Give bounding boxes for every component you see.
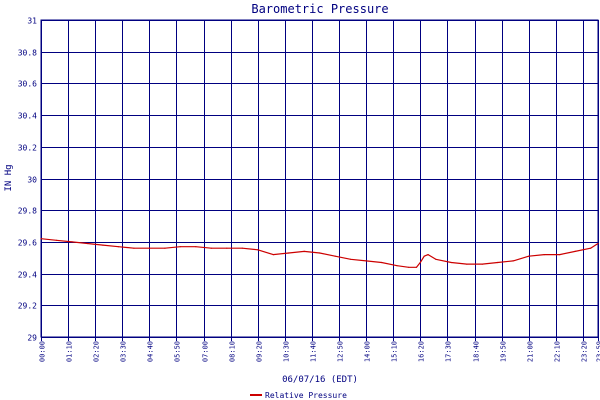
- x-tick-label: 11:40: [310, 341, 318, 362]
- data-point: [559, 254, 561, 256]
- data-point: [574, 250, 576, 252]
- x-axis-label: 06/07/16 (EDT): [282, 375, 358, 385]
- y-tick-label: 31: [27, 17, 37, 26]
- y-tick-label: 30: [27, 176, 37, 185]
- data-point: [415, 266, 418, 268]
- data-point: [319, 252, 321, 254]
- data-point: [597, 242, 599, 245]
- x-tick-label: 00:00: [39, 341, 47, 362]
- y-tick-labels: 29 29.2 29.4 29.6 29.8 30 30.2 30.4 30.6 30.8 31: [18, 17, 37, 343]
- data-point: [350, 258, 352, 260]
- chart-title: Barometric Pressure: [251, 2, 388, 16]
- data-point: [195, 246, 197, 248]
- data-point: [512, 260, 514, 262]
- x-tick-label: 15:10: [391, 341, 399, 362]
- x-tick-label: 17:30: [445, 341, 453, 362]
- plot-frame: [40, 19, 599, 338]
- data-point: [117, 246, 119, 248]
- data-point: [408, 266, 410, 268]
- y-tick-label: 29.2: [18, 302, 37, 311]
- x-tick-label: 02:20: [93, 341, 101, 362]
- data-point: [40, 238, 42, 240]
- data-point: [241, 247, 243, 249]
- data-point: [288, 252, 290, 254]
- data-point: [148, 247, 150, 249]
- data-point: [481, 263, 483, 265]
- y-tick-label: 29: [27, 334, 37, 343]
- data-point: [133, 247, 135, 249]
- y-tick-label: 30.8: [18, 49, 37, 58]
- y-tick-label: 30.6: [18, 80, 37, 89]
- data-point: [466, 263, 468, 265]
- data-point: [365, 260, 367, 262]
- data-point: [102, 244, 104, 246]
- series-layer: [40, 238, 599, 268]
- y-tick-label: 29.4: [18, 271, 37, 280]
- x-tick-label: 23:59: [596, 341, 600, 362]
- x-tick-label: 23:20: [581, 341, 589, 362]
- data-point: [427, 254, 429, 256]
- data-point: [210, 247, 212, 249]
- data-point: [257, 249, 259, 251]
- data-point: [497, 261, 499, 264]
- data-point: [86, 242, 88, 245]
- x-tick-label: 05:50: [174, 341, 182, 362]
- data-point: [450, 261, 452, 264]
- x-tick-label: 03:30: [120, 341, 128, 362]
- legend-label: Relative Pressure: [265, 391, 347, 400]
- x-tick-label: 10:30: [283, 341, 291, 362]
- data-point: [528, 255, 530, 257]
- x-tick-label: 18:40: [473, 341, 481, 362]
- data-point: [272, 254, 274, 256]
- x-tick-label: 12:50: [337, 341, 345, 362]
- data-point: [303, 250, 305, 252]
- data-point: [381, 261, 383, 264]
- data-point: [71, 241, 73, 243]
- data-point: [543, 254, 545, 256]
- y-tick-label: 30.4: [18, 112, 37, 121]
- x-tick-label: 01:10: [66, 341, 74, 362]
- data-point: [396, 265, 398, 267]
- y-tick-label: 29.8: [18, 207, 37, 216]
- y-tick-label: 30.2: [18, 144, 37, 153]
- x-tick-label: 22:10: [554, 341, 562, 362]
- data-point: [164, 247, 166, 249]
- x-tick-label: 21:00: [527, 341, 535, 362]
- x-tick-label: 19:50: [500, 341, 508, 362]
- y-axis-label: IN Hg: [4, 164, 14, 191]
- x-tick-label: 14:00: [364, 341, 372, 362]
- data-point: [435, 258, 437, 260]
- x-tick-label: 16:20: [418, 341, 426, 362]
- x-tick-labels: 00:00 01:10 02:20 03:30 04:40 05:50 07:00 08:10…: [39, 341, 600, 362]
- data-point: [334, 255, 336, 257]
- x-tick-label: 04:40: [147, 341, 155, 362]
- x-tick-label: 09:20: [256, 341, 264, 362]
- data-point: [226, 247, 228, 249]
- data-point: [55, 239, 58, 241]
- data-point: [590, 247, 592, 249]
- data-point: [423, 255, 425, 257]
- legend: Relative Pressure: [250, 391, 347, 400]
- data-point: [419, 261, 421, 264]
- grid: [40, 19, 599, 341]
- x-tick-label: 07:00: [202, 341, 210, 362]
- y-tick-label: 29.6: [18, 239, 37, 248]
- data-point: [179, 246, 181, 248]
- x-tick-label: 08:10: [229, 341, 237, 362]
